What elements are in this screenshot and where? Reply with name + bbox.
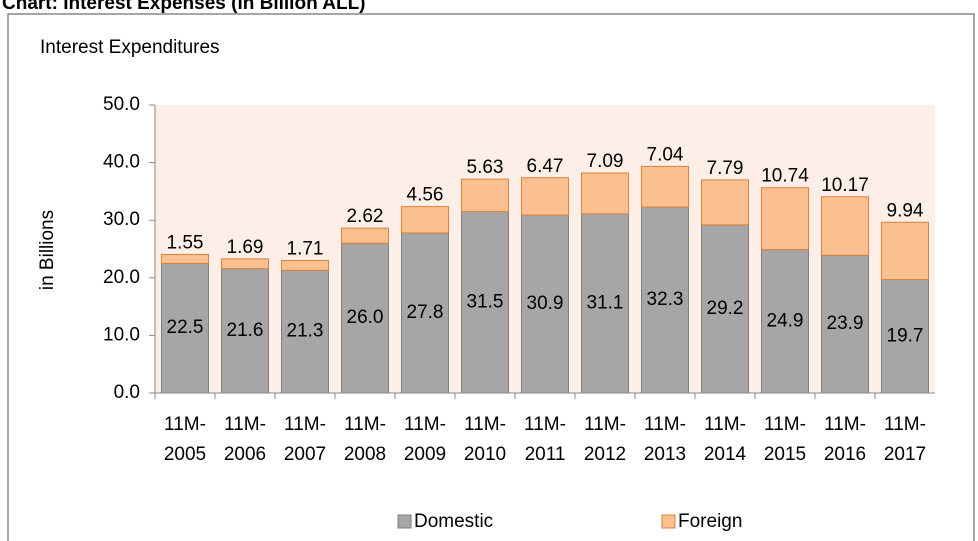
data-label: 2.62: [347, 206, 384, 227]
bar-segment: [581, 172, 629, 215]
x-tick-label: 11M-2010: [464, 414, 506, 465]
bar-segment: [401, 232, 449, 394]
data-label: 22.5: [167, 317, 204, 338]
y-tick-label: 50.0: [103, 94, 140, 115]
data-label: 9.94: [887, 200, 924, 221]
y-tick-label: 10.0: [103, 324, 140, 345]
x-tick-label: 11M-2015: [764, 414, 806, 465]
data-label: 10.74: [761, 166, 809, 187]
x-tick-label: 11M-2005: [164, 414, 206, 465]
data-label: 4.56: [407, 185, 444, 206]
bar-segment: [821, 196, 869, 256]
y-axis-label: in Billions: [37, 210, 58, 290]
y-tick-label: 20.0: [103, 267, 140, 288]
bar-segment: [341, 242, 389, 394]
bar-segment: [821, 254, 869, 394]
data-label: 7.09: [587, 151, 624, 172]
bar-segment: [881, 221, 929, 281]
bar-segment: [521, 177, 569, 216]
data-label: 6.47: [527, 156, 564, 177]
data-label: 31.1: [587, 292, 624, 313]
data-label: 27.8: [407, 302, 444, 323]
x-tick-label: 11M-2013: [644, 414, 686, 465]
bar-segment: [221, 258, 269, 270]
bar-segment: [701, 224, 749, 394]
bar-segment: [761, 187, 809, 251]
data-label: 29.2: [707, 298, 744, 319]
bar-segment: [401, 206, 449, 234]
legend-label: Foreign: [678, 511, 742, 532]
bar-segment: [461, 211, 509, 394]
data-label: 1.71: [287, 238, 324, 259]
x-tick-label: 11M-2014: [704, 414, 747, 465]
x-tick-label: 11M-2008: [344, 414, 386, 465]
chart-subtitle: Interest Expenditures: [40, 37, 220, 58]
data-label: 1.55: [167, 232, 204, 253]
data-label: 7.79: [707, 158, 744, 179]
bar-segment: [461, 178, 509, 213]
chart-title: Chart: Interest Expenses (in Billion ALL…: [2, 0, 366, 14]
legend-swatch: [397, 514, 412, 529]
bar-segment: [881, 279, 929, 394]
x-tick-label: 11M-2017: [884, 414, 926, 465]
bar-segment: [281, 259, 329, 271]
data-label: 23.9: [827, 313, 864, 334]
y-tick-label: 40.0: [103, 152, 140, 173]
bar-segment: [161, 253, 209, 264]
data-label: 19.7: [887, 325, 924, 346]
bar-segment: [581, 213, 629, 394]
x-tick-label: 11M-2012: [584, 414, 626, 465]
y-tick-label: 30.0: [103, 209, 140, 230]
data-label: 30.9: [527, 293, 564, 314]
data-label: 21.3: [287, 321, 324, 342]
bar-segment: [641, 165, 689, 208]
data-label: 31.5: [467, 291, 504, 312]
bar-segment: [221, 268, 269, 394]
x-tick-label: 11M-2006: [224, 414, 266, 465]
x-tick-label: 11M-2016: [824, 414, 866, 465]
data-label: 26.0: [347, 307, 384, 328]
data-label: 5.63: [467, 157, 504, 178]
bar-segment: [341, 227, 389, 244]
data-label: 24.9: [767, 310, 804, 331]
x-tick-label: 11M-2009: [404, 414, 446, 465]
x-tick-label: 11M-2007: [284, 414, 326, 465]
legend-label: Domestic: [414, 511, 493, 532]
data-label: 1.69: [227, 237, 264, 258]
data-label: 21.6: [227, 320, 264, 341]
bar-segment: [281, 269, 329, 394]
x-tick-label: 11M-2011: [524, 414, 566, 465]
bar-segment: [701, 179, 749, 226]
data-label: 7.04: [647, 144, 684, 165]
bar-segment: [161, 262, 209, 394]
data-label: 10.17: [821, 175, 869, 196]
data-label: 32.3: [647, 289, 684, 310]
legend-swatch: [661, 514, 676, 529]
y-tick-label: 0.0: [114, 382, 140, 403]
